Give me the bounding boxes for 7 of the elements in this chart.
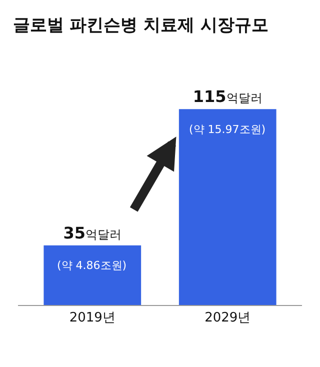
chart-title: 글로벌 파킨슨병 치료제 시장규모 <box>12 15 269 36</box>
data-label: 35억달러 <box>63 223 122 242</box>
x-tick-label: 2019년 <box>69 310 116 326</box>
annotation: (약 15.97조원) <box>189 123 266 136</box>
data-label: 115억달러 <box>192 87 262 106</box>
x-tick-label: 2029년 <box>204 310 251 326</box>
annotation: (약 4.86조원) <box>57 259 127 272</box>
